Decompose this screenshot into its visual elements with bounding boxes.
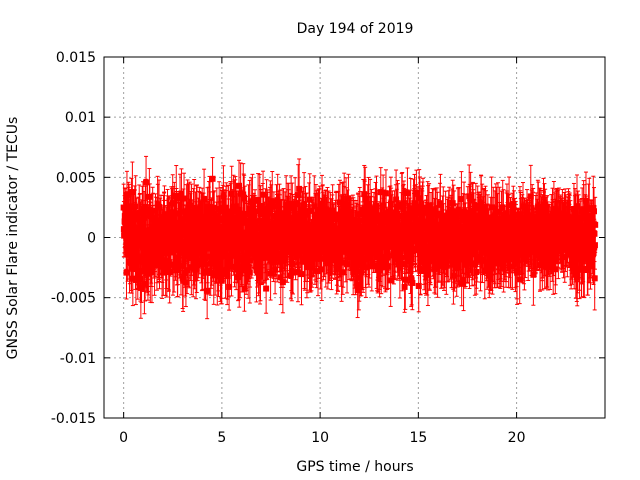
y-tick-label: 0.015 [56,50,96,66]
y-axis-label: GNSS Solar Flare indicator / TECUs [5,117,21,360]
x-tick-label: 0 [119,430,128,446]
y-tick-label: 0 [87,231,96,247]
x-tick-label: 20 [508,430,526,446]
x-tick-label: 15 [409,430,427,446]
chart-title: Day 194 of 2019 [297,21,414,37]
x-tick-label: 5 [217,430,226,446]
y-tick-label: 0.01 [65,110,96,126]
x-axis-label: GPS time / hours [296,459,413,475]
y-tick-label: -0.01 [60,351,96,367]
y-tick-label: -0.015 [51,411,96,427]
y-tick-label: 0.005 [56,170,96,186]
y-tick-label: -0.005 [51,291,96,307]
data-points [120,155,599,320]
x-tick-label: 10 [311,430,329,446]
